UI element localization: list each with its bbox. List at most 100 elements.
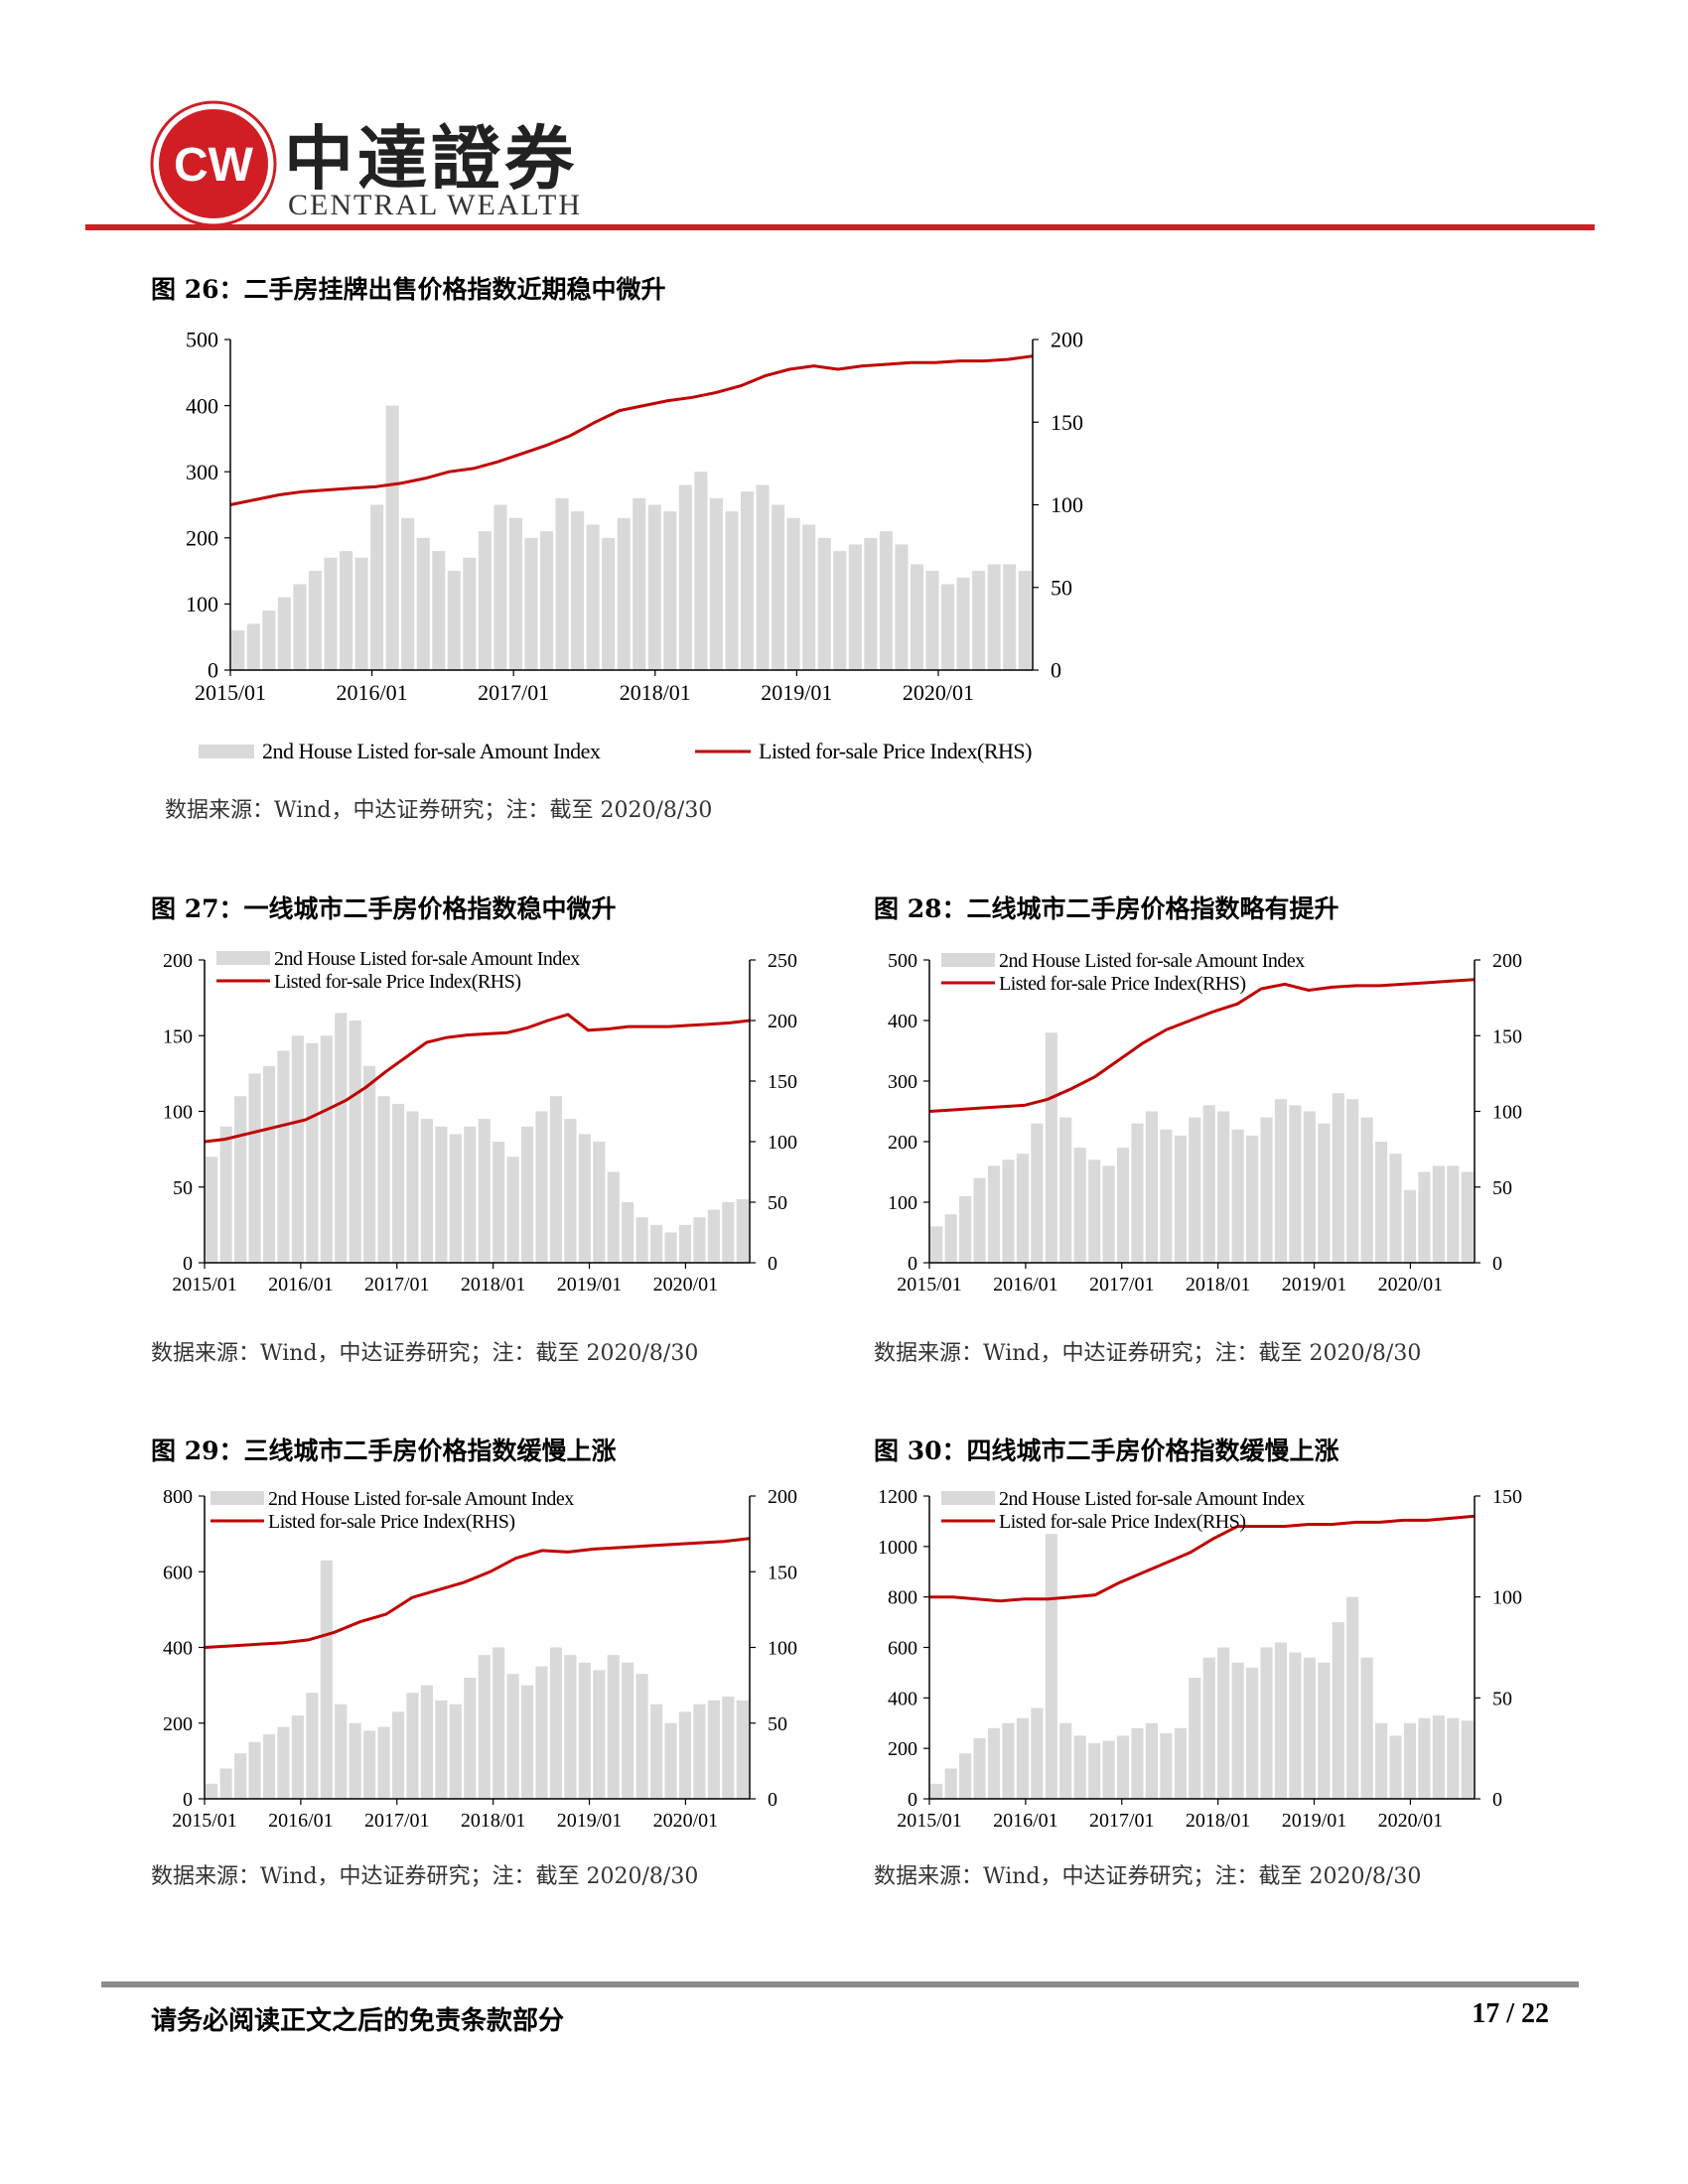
legend-bar-label: 2nd House Listed for-sale Amount Index xyxy=(274,948,580,970)
bar xyxy=(1145,1722,1159,1799)
bar xyxy=(736,1700,749,1799)
left-tick-label: 500 xyxy=(888,950,917,972)
right-tick-label: 100 xyxy=(1492,1102,1522,1124)
bar xyxy=(1018,571,1032,670)
bar-series xyxy=(930,1534,1474,1799)
bar xyxy=(1031,1123,1044,1263)
figure-30-title: 图 30：四线城市二手房价格指数缓慢上涨 xyxy=(874,1436,1339,1465)
bar xyxy=(219,1768,232,1799)
figure-29-title: 图 29：三线城市二手房价格指数缓慢上涨 xyxy=(151,1436,617,1465)
bar xyxy=(277,1050,290,1263)
bar xyxy=(1003,564,1017,670)
bar xyxy=(1045,1534,1057,1799)
bar xyxy=(478,1119,491,1263)
bar xyxy=(340,551,353,670)
right-tick-label: 150 xyxy=(1492,1486,1522,1508)
bar xyxy=(725,511,739,670)
bar xyxy=(1160,1732,1173,1799)
left-tick-label: 150 xyxy=(163,1025,193,1047)
figure-30-chart: 0 200 400 600 800 1000 1200 0 50 100 150 2015/01 201… xyxy=(878,1486,1522,1832)
bar xyxy=(1403,1189,1417,1263)
left-tick-label: 0 xyxy=(908,1789,917,1811)
right-tick-label: 150 xyxy=(768,1562,797,1583)
bar xyxy=(1059,1117,1072,1263)
left-tick-label: 800 xyxy=(888,1587,917,1609)
x-tick-label: 2020/01 xyxy=(653,1810,719,1832)
bar xyxy=(416,537,430,670)
bar xyxy=(435,1700,448,1799)
bar xyxy=(959,1195,972,1263)
figure-28-source: 数据来源：Wind，中达证券研究；注：截至 2020/8/30 xyxy=(874,1341,1422,1366)
bar xyxy=(320,1035,333,1263)
bar xyxy=(1418,1717,1431,1799)
legend-bar-swatch xyxy=(211,1491,264,1505)
left-tick-label: 500 xyxy=(186,328,218,352)
bar xyxy=(709,497,723,670)
figure-26-source: 数据来源：Wind，中达证券研究；注：截至 2020/8/30 xyxy=(165,798,713,823)
bar xyxy=(635,1217,648,1263)
left-tick-label: 400 xyxy=(888,1011,917,1032)
bar xyxy=(506,1157,519,1263)
bar xyxy=(1231,1662,1244,1799)
bar xyxy=(1202,1657,1215,1799)
bar xyxy=(306,1042,319,1263)
bar-series xyxy=(206,1013,749,1263)
brand-name-cn: 中達證券 xyxy=(284,117,578,200)
bar xyxy=(1447,1717,1460,1799)
price-index-line xyxy=(929,1514,1476,1603)
right-tick-label: 100 xyxy=(1492,1587,1522,1609)
bar xyxy=(520,1126,534,1263)
x-tick-label: 2016/01 xyxy=(993,1274,1058,1296)
bar xyxy=(1289,1105,1302,1263)
bar xyxy=(722,1697,735,1799)
bar xyxy=(944,1214,957,1263)
bar xyxy=(1073,1148,1086,1263)
bar xyxy=(1174,1135,1187,1263)
bar xyxy=(864,537,878,670)
figure-30-source: 数据来源：Wind，中达证券研究；注：截至 2020/8/30 xyxy=(874,1864,1422,1889)
bar xyxy=(349,1021,361,1263)
bar xyxy=(959,1753,972,1799)
x-tick-label: 2016/01 xyxy=(993,1810,1058,1832)
bar xyxy=(506,1674,519,1799)
x-tick-label: 2017/01 xyxy=(364,1810,430,1832)
bar xyxy=(1346,1099,1359,1263)
bar xyxy=(248,1741,261,1799)
x-tick-label: 2019/01 xyxy=(557,1810,623,1832)
bar xyxy=(1318,1123,1331,1263)
x-tick-label: 2017/01 xyxy=(1089,1810,1155,1832)
bar-series xyxy=(231,405,1032,670)
bar xyxy=(987,1727,1001,1799)
left-tick-label: 200 xyxy=(186,526,218,551)
bar xyxy=(335,1704,348,1799)
bar xyxy=(972,571,986,670)
left-tick-label: 50 xyxy=(173,1177,193,1199)
bar xyxy=(650,1224,663,1263)
x-tick-label: 2015/01 xyxy=(897,1274,962,1296)
x-tick-label: 2015/01 xyxy=(897,1810,962,1832)
right-tick-label: 0 xyxy=(1051,658,1061,683)
bar xyxy=(449,1134,462,1263)
bar xyxy=(308,571,322,670)
x-tick-label: 2019/01 xyxy=(1282,1810,1347,1832)
bar xyxy=(607,1171,620,1263)
x-tick-label: 2016/01 xyxy=(268,1274,334,1296)
bar xyxy=(306,1693,319,1799)
bar xyxy=(848,544,862,670)
right-tick-label: 150 xyxy=(1492,1025,1522,1047)
bar xyxy=(602,537,616,670)
bar xyxy=(578,1134,591,1263)
left-tick-label: 100 xyxy=(163,1102,193,1124)
bar xyxy=(678,484,692,670)
bar xyxy=(535,1666,548,1799)
bar xyxy=(320,1560,333,1799)
x-tick-label: 2020/01 xyxy=(1378,1274,1444,1296)
bar xyxy=(219,1126,232,1263)
left-tick-label: 300 xyxy=(888,1071,917,1093)
bar xyxy=(1360,1657,1373,1799)
bar xyxy=(1102,1165,1115,1263)
bar xyxy=(277,597,291,670)
bar xyxy=(593,1142,606,1263)
bar xyxy=(1088,1743,1101,1799)
right-tick-label: 50 xyxy=(1492,1177,1512,1199)
